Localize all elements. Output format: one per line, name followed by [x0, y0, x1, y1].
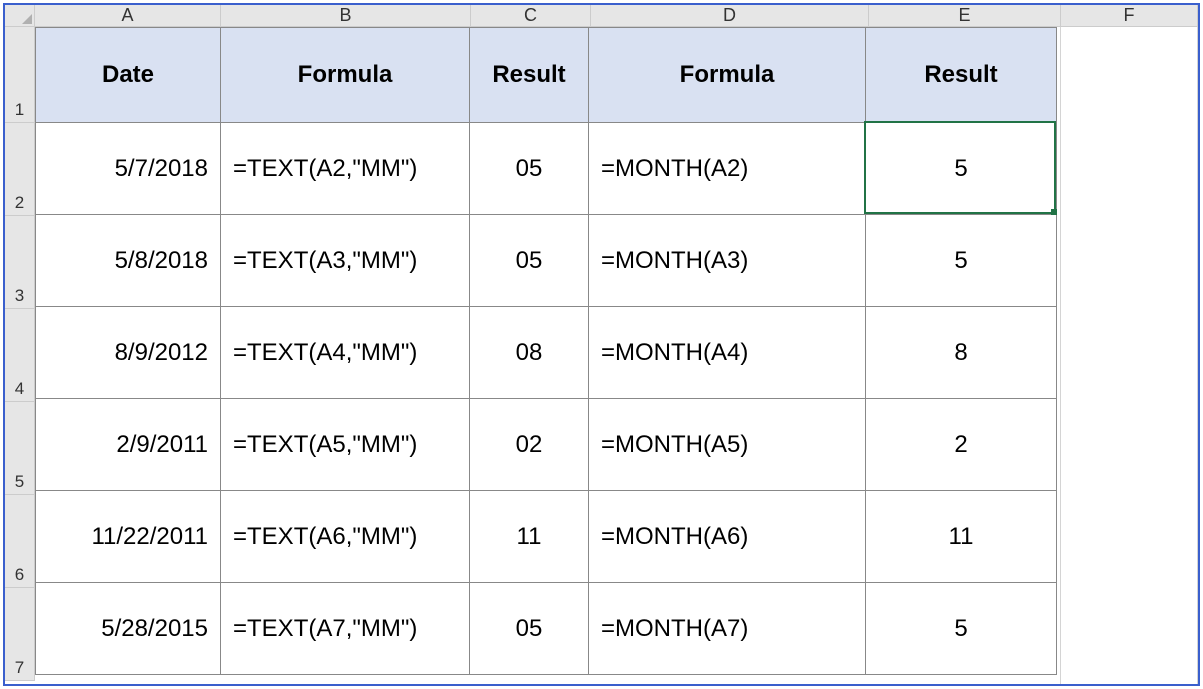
cell-formula-text[interactable]: =TEXT(A4,"MM") — [220, 306, 470, 399]
spreadsheet-frame: A B C D E F 1 2 3 4 5 6 7 Date Formula R — [3, 3, 1200, 686]
row-header-3[interactable]: 3 — [5, 216, 35, 309]
cell-result-text[interactable]: 08 — [469, 306, 589, 399]
cell-result-month[interactable]: 2 — [865, 398, 1057, 491]
select-all-corner[interactable] — [5, 5, 35, 27]
cell-result-month[interactable]: 5 — [865, 122, 1057, 215]
table-row: 8/9/2012 =TEXT(A4,"MM") 08 =MONTH(A4) 8 — [35, 306, 1056, 398]
column-headers: A B C D E F — [5, 5, 1198, 27]
header-cell-result1[interactable]: Result — [469, 27, 589, 123]
cell-result-text[interactable]: 11 — [469, 490, 589, 583]
col-header-E[interactable]: E — [869, 5, 1061, 27]
cell-formula-month[interactable]: =MONTH(A3) — [588, 214, 866, 307]
cell-formula-text[interactable]: =TEXT(A6,"MM") — [220, 490, 470, 583]
header-cell-result2[interactable]: Result — [865, 27, 1057, 123]
cell-result-text[interactable]: 05 — [469, 122, 589, 215]
cell-formula-text[interactable]: =TEXT(A2,"MM") — [220, 122, 470, 215]
row-header-2[interactable]: 2 — [5, 123, 35, 216]
cell-result-month[interactable]: 5 — [865, 214, 1057, 307]
header-cell-date[interactable]: Date — [35, 27, 221, 123]
cell-result-month[interactable]: 5 — [865, 582, 1057, 675]
row-header-7[interactable]: 7 — [5, 588, 35, 681]
header-cell-formula2[interactable]: Formula — [588, 27, 866, 123]
col-header-C[interactable]: C — [471, 5, 591, 27]
cell-formula-month[interactable]: =MONTH(A6) — [588, 490, 866, 583]
row-header-4[interactable]: 4 — [5, 309, 35, 402]
cell-date[interactable]: 5/28/2015 — [35, 582, 221, 675]
cell-result-text[interactable]: 05 — [469, 214, 589, 307]
table-row: 2/9/2011 =TEXT(A5,"MM") 02 =MONTH(A5) 2 — [35, 398, 1056, 490]
cell-result-month[interactable]: 8 — [865, 306, 1057, 399]
cell-formula-month[interactable]: =MONTH(A7) — [588, 582, 866, 675]
cell-formula-text[interactable]: =TEXT(A7,"MM") — [220, 582, 470, 675]
row-header-6[interactable]: 6 — [5, 495, 35, 588]
table-row: 5/28/2015 =TEXT(A7,"MM") 05 =MONTH(A7) 5 — [35, 582, 1056, 674]
row-headers: 1 2 3 4 5 6 7 — [5, 27, 35, 684]
cell-date[interactable]: 2/9/2011 — [35, 398, 221, 491]
cell-result-month[interactable]: 11 — [865, 490, 1057, 583]
cell-formula-text[interactable]: =TEXT(A5,"MM") — [220, 398, 470, 491]
cell-formula-month[interactable]: =MONTH(A4) — [588, 306, 866, 399]
row-header-5[interactable]: 5 — [5, 402, 35, 495]
col-header-A[interactable]: A — [35, 5, 221, 27]
col-header-F[interactable]: F — [1061, 5, 1198, 27]
col-header-D[interactable]: D — [591, 5, 869, 27]
row-header-1[interactable]: 1 — [5, 27, 35, 123]
cell-formula-month[interactable]: =MONTH(A5) — [588, 398, 866, 491]
cell-formula-month[interactable]: =MONTH(A2) — [588, 122, 866, 215]
cell-formula-text[interactable]: =TEXT(A3,"MM") — [220, 214, 470, 307]
header-cell-formula1[interactable]: Formula — [220, 27, 470, 123]
cell-result-text[interactable]: 05 — [469, 582, 589, 675]
grid-area[interactable]: Date Formula Result Formula Result 5/7/2… — [35, 27, 1198, 684]
cell-date[interactable]: 8/9/2012 — [35, 306, 221, 399]
data-table: Date Formula Result Formula Result 5/7/2… — [35, 27, 1056, 674]
gridline-v — [1060, 27, 1061, 684]
table-header-row: Date Formula Result Formula Result — [35, 27, 1056, 122]
cell-date[interactable]: 5/8/2018 — [35, 214, 221, 307]
table-row: 5/8/2018 =TEXT(A3,"MM") 05 =MONTH(A3) 5 — [35, 214, 1056, 306]
cell-date[interactable]: 5/7/2018 — [35, 122, 221, 215]
gridline-v — [1197, 27, 1198, 684]
col-header-B[interactable]: B — [221, 5, 471, 27]
table-row: 11/22/2011 =TEXT(A6,"MM") 11 =MONTH(A6) … — [35, 490, 1056, 582]
cell-result-text[interactable]: 02 — [469, 398, 589, 491]
cell-date[interactable]: 11/22/2011 — [35, 490, 221, 583]
table-row: 5/7/2018 =TEXT(A2,"MM") 05 =MONTH(A2) 5 — [35, 122, 1056, 214]
